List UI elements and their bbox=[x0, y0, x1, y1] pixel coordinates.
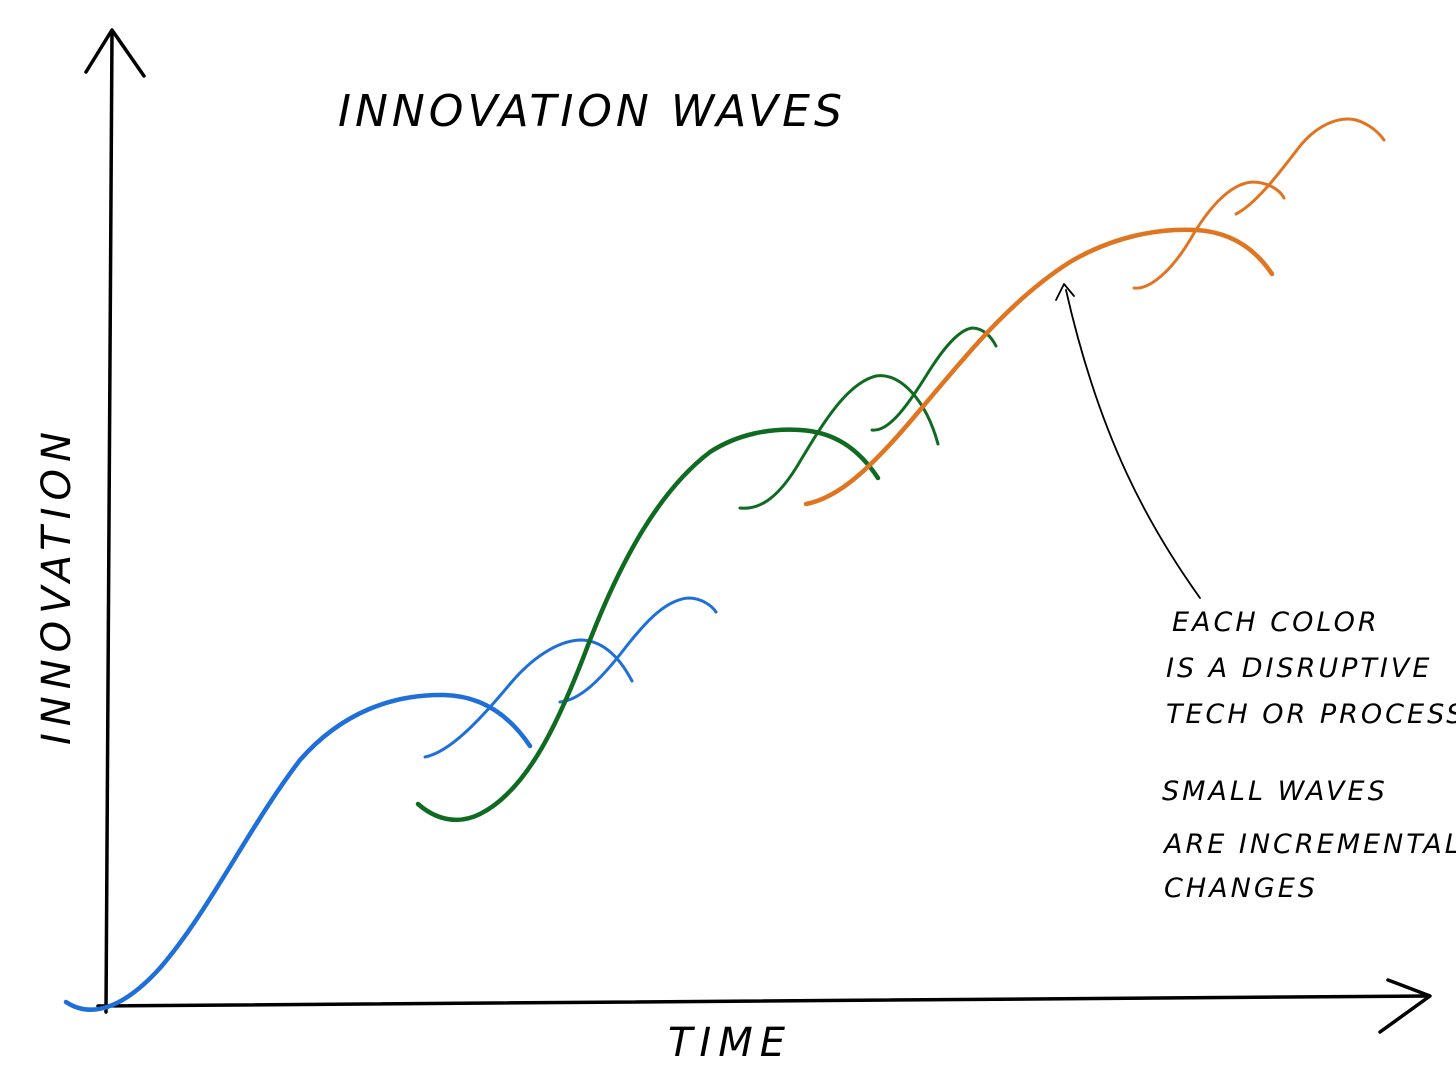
annotation-line-3: TECH OR PROCESS bbox=[1166, 699, 1456, 730]
orange-small-wave-2 bbox=[1234, 117, 1386, 216]
annotation-arrow bbox=[1065, 289, 1201, 599]
blue-main-wave bbox=[63, 692, 533, 1012]
y-axis-line bbox=[104, 30, 114, 1014]
x-axis-line bbox=[96, 994, 1428, 1008]
green-small-wave-1 bbox=[738, 374, 940, 510]
note-line-2: ARE INCREMENTAL bbox=[1162, 829, 1456, 860]
note-line-1: SMALL WAVES bbox=[1162, 776, 1388, 807]
y-axis-arrowhead bbox=[84, 28, 146, 78]
orange-small-wave-1 bbox=[1132, 180, 1286, 290]
annotation-arrowhead bbox=[1055, 283, 1075, 301]
note-text: SMALL WAVES ARE INCREMENTAL CHANGES bbox=[1162, 776, 1456, 904]
note-line-3: CHANGES bbox=[1164, 873, 1318, 904]
annotation-text: EACH COLOR IS A DISRUPTIVE TECH OR PROCE… bbox=[1166, 607, 1456, 730]
x-axis-arrowhead bbox=[1378, 978, 1432, 1034]
x-axis-label: TIME bbox=[668, 1020, 792, 1066]
green-main-wave bbox=[415, 427, 881, 823]
orange-main-wave bbox=[803, 227, 1275, 507]
blue-small-wave-1 bbox=[423, 638, 634, 759]
y-axis-label: INNOVATION bbox=[34, 425, 80, 745]
blue-small-wave-2 bbox=[558, 596, 718, 704]
diagram-title: INNOVATION WAVES bbox=[338, 86, 846, 137]
annotation-line-2: IS A DISRUPTIVE bbox=[1166, 653, 1432, 684]
annotation-line-1: EACH COLOR bbox=[1172, 607, 1380, 638]
